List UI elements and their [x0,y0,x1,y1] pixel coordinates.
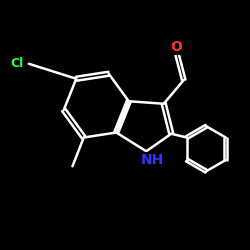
Text: NH: NH [141,153,164,167]
Text: O: O [170,40,182,54]
Text: Cl: Cl [10,57,23,70]
